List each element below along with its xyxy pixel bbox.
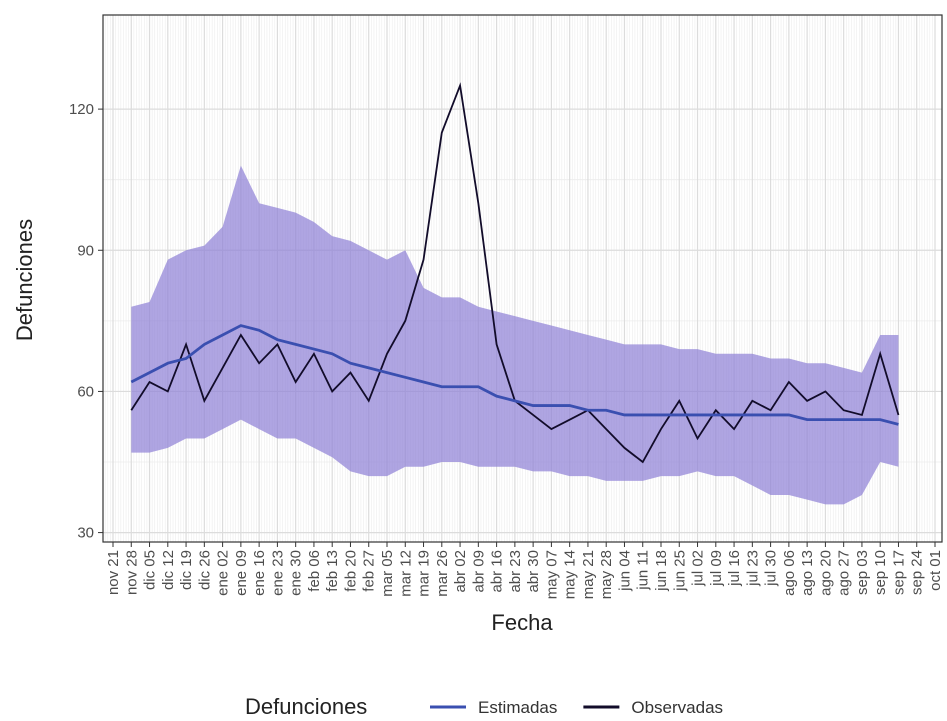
x-tick-label: nov 28 [123, 550, 140, 595]
x-tick-label: dic 12 [160, 550, 177, 590]
x-tick-label: abr 30 [525, 550, 542, 593]
x-tick-label: ene 30 [288, 550, 305, 596]
x-tick-label: abr 16 [489, 550, 506, 593]
series-line [130, 324, 899, 426]
x-tick-label: jul 16 [726, 550, 743, 587]
legend-label: Observadas [631, 698, 723, 717]
x-tick-label: jul 23 [744, 550, 761, 587]
y-tick-label: 60 [77, 383, 94, 400]
x-tick-label: jun 11 [635, 550, 652, 591]
confidence-band [131, 165, 899, 505]
x-tick-label: jul 30 [763, 550, 780, 587]
x-tick-label: ene 16 [251, 550, 268, 596]
x-tick-label: may 28 [598, 550, 615, 599]
x-tick-label: feb 27 [361, 550, 378, 592]
x-tick-label: abr 02 [452, 550, 469, 593]
x-tick-label: mar 05 [379, 550, 396, 597]
x-tick-label: nov 21 [105, 550, 122, 595]
x-tick-label: sep 17 [890, 550, 907, 595]
x-tick-label: mar 19 [416, 550, 433, 597]
x-tick-label: ago 27 [836, 550, 853, 596]
x-tick-label: oct 01 [927, 550, 944, 591]
x-tick-label: jun 25 [671, 550, 688, 592]
x-tick-label: jul 09 [708, 550, 725, 587]
x-tick-label: dic 26 [196, 550, 213, 590]
x-tick-label: jun 04 [616, 550, 633, 592]
x-tick-label: ago 06 [781, 550, 798, 596]
x-tick-label: ene 23 [269, 550, 286, 596]
x-tick-label: ene 09 [233, 550, 250, 596]
x-tick-label: dic 19 [178, 550, 195, 590]
x-tick-label: abr 09 [470, 550, 487, 593]
x-tick-label: ago 20 [817, 550, 834, 596]
x-tick-label: dic 05 [142, 550, 159, 590]
x-tick-label: mar 26 [434, 550, 451, 597]
x-tick-label: feb 20 [342, 550, 359, 592]
y-tick-label: 30 [77, 525, 94, 542]
x-tick-label: feb 06 [306, 550, 323, 592]
x-tick-label: abr 23 [507, 550, 524, 593]
x-tick-label: ene 02 [215, 550, 232, 596]
x-tick-label: ago 13 [799, 550, 816, 596]
y-axis-title: Defunciones [12, 219, 37, 341]
x-tick-label: feb 13 [324, 550, 341, 592]
plot-border [102, 14, 943, 543]
legend-label: Estimadas [478, 698, 557, 717]
x-tick-label: may 07 [543, 550, 560, 599]
x-tick-label: may 14 [562, 550, 579, 599]
y-tick-label: 90 [77, 242, 94, 259]
x-tick-label: mar 12 [397, 550, 414, 597]
x-tick-label: jun 18 [653, 550, 670, 592]
x-axis-title: Fecha [491, 610, 553, 635]
x-tick-label: sep 03 [854, 550, 871, 595]
x-tick-label: sep 10 [872, 550, 889, 595]
x-tick-label: jul 02 [690, 550, 707, 587]
x-tick-label: sep 24 [909, 550, 926, 595]
legend-title: Defunciones [245, 694, 367, 719]
x-tick-label: may 21 [580, 550, 597, 599]
y-tick-label: 120 [69, 101, 94, 118]
